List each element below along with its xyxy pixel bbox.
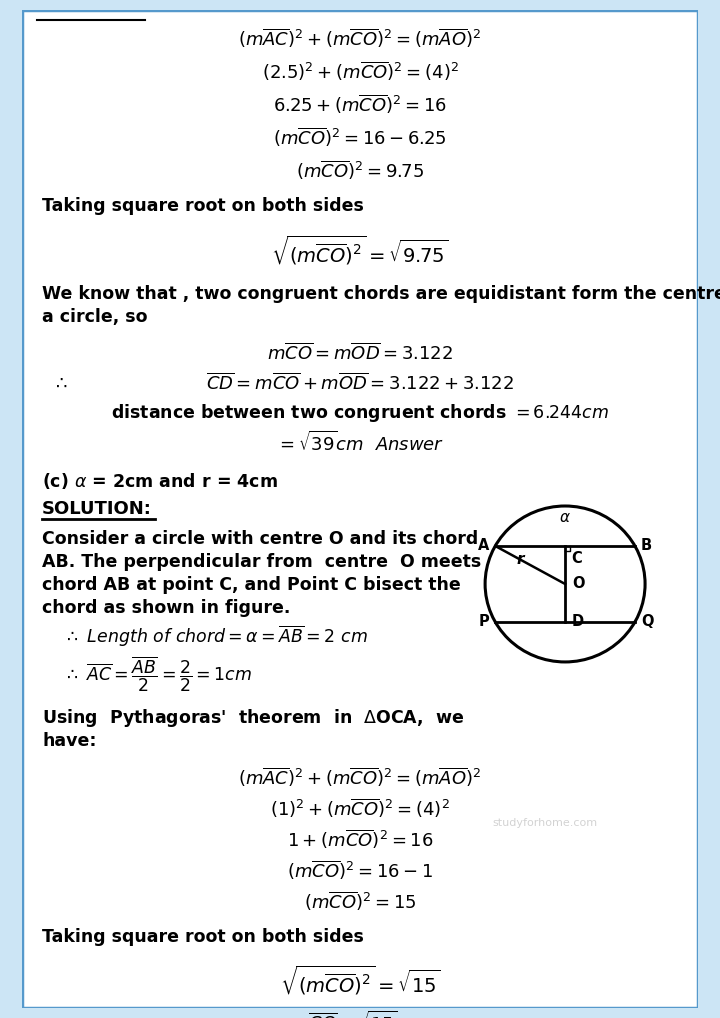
Text: $1 + (m\overline{CO})^2 = 16$: $1 + (m\overline{CO})^2 = 16$ [287, 828, 433, 851]
Text: SOLUTION:: SOLUTION: [42, 500, 152, 518]
Text: $\alpha$: $\alpha$ [559, 510, 571, 525]
Text: $m\overline{CO} = \sqrt{15}\ cm$: $m\overline{CO} = \sqrt{15}\ cm$ [291, 1011, 429, 1018]
Text: Q: Q [641, 615, 654, 629]
Text: $\therefore$ $\mathit{Length\ of\ chord = \alpha = \overline{AB} = 2\ cm}$: $\therefore$ $\mathit{Length\ of\ chord … [63, 623, 367, 648]
Text: C: C [571, 551, 582, 566]
Text: studyforhome.com: studyforhome.com [492, 817, 597, 828]
Text: $\therefore\ \overline{AC} = \dfrac{\overline{AB}}{2} = \dfrac{2}{2} = 1cm$: $\therefore\ \overline{AC} = \dfrac{\ove… [63, 655, 251, 694]
Text: $(m\overline{CO})^2 = 16 - 1$: $(m\overline{CO})^2 = 16 - 1$ [287, 858, 433, 882]
Text: have:: have: [42, 732, 96, 750]
Text: chord AB at point C, and Point C bisect the: chord AB at point C, and Point C bisect … [42, 576, 461, 593]
Text: $6.25 + (m\overline{CO})^2 = 16$: $6.25 + (m\overline{CO})^2 = 16$ [273, 93, 447, 116]
Text: $m\overline{CO} = m\overline{OD} = 3.122$: $m\overline{CO} = m\overline{OD} = 3.122… [267, 342, 453, 363]
Text: O: O [572, 576, 585, 591]
Text: r: r [516, 553, 523, 567]
Text: $\therefore$: $\therefore$ [53, 374, 68, 392]
Text: $(1)^2 + (m\overline{CO})^2 = (4)^2$: $(1)^2 + (m\overline{CO})^2 = (4)^2$ [270, 796, 450, 819]
Text: $\overline{CD} = m\overline{CO} + m\overline{OD} = 3.122 + 3.122$: $\overline{CD} = m\overline{CO} + m\over… [206, 373, 514, 394]
Text: We know that , two congruent chords are equidistant form the centre of: We know that , two congruent chords are … [42, 285, 720, 303]
Text: $(m\overline{CO})^2 = 15$: $(m\overline{CO})^2 = 15$ [304, 889, 416, 912]
Text: (c) $\alpha$ = 2cm and r = 4cm: (c) $\alpha$ = 2cm and r = 4cm [42, 471, 278, 491]
Text: $(m\overline{AC})^2 + (m\overline{CO})^2 = (m\overline{AO})^2$: $(m\overline{AC})^2 + (m\overline{CO})^2… [238, 766, 482, 789]
Text: B: B [641, 539, 652, 554]
Text: $(m\overline{CO})^2 = 16 - 6.25$: $(m\overline{CO})^2 = 16 - 6.25$ [273, 125, 447, 149]
Text: $(m\overline{AC})^2 + (m\overline{CO})^2 = (m\overline{AO})^2$: $(m\overline{AC})^2 + (m\overline{CO})^2… [238, 26, 482, 50]
Text: $\sqrt{(m\overline{CO})^2} = \sqrt{15}$: $\sqrt{(m\overline{CO})^2} = \sqrt{15}$ [280, 964, 440, 998]
Text: AB. The perpendicular from  centre  O meets: AB. The perpendicular from centre O meet… [42, 553, 482, 571]
Text: Taking square root on both sides: Taking square root on both sides [42, 927, 364, 946]
Text: $(2.5)^2 + (m\overline{CO})^2 = (4)^2$: $(2.5)^2 + (m\overline{CO})^2 = (4)^2$ [261, 59, 459, 82]
Text: Using  Pythagoras'  theorem  in  $\Delta$OCA,  we: Using Pythagoras' theorem in $\Delta$OCA… [42, 706, 464, 729]
Text: a circle, so: a circle, so [42, 308, 148, 326]
Text: $\sqrt{(m\overline{CO})^2} = \sqrt{9.75}$: $\sqrt{(m\overline{CO})^2} = \sqrt{9.75}… [271, 233, 449, 267]
Text: A: A [477, 539, 489, 554]
Text: $= \sqrt{39}cm\ \ \mathit{Answer}$: $= \sqrt{39}cm\ \ \mathit{Answer}$ [276, 431, 444, 455]
Text: Taking square root on both sides: Taking square root on both sides [42, 197, 364, 215]
Text: distance between two congruent chords $= 6.244cm$: distance between two congruent chords $=… [111, 402, 609, 425]
Text: Consider a circle with centre O and its chord: Consider a circle with centre O and its … [42, 530, 478, 548]
Text: chord as shown in figure.: chord as shown in figure. [42, 599, 290, 617]
FancyBboxPatch shape [22, 10, 698, 1008]
Text: D: D [571, 615, 583, 629]
Text: P: P [478, 615, 489, 629]
Text: $(m\overline{CO})^2 = 9.75$: $(m\overline{CO})^2 = 9.75$ [296, 159, 424, 182]
